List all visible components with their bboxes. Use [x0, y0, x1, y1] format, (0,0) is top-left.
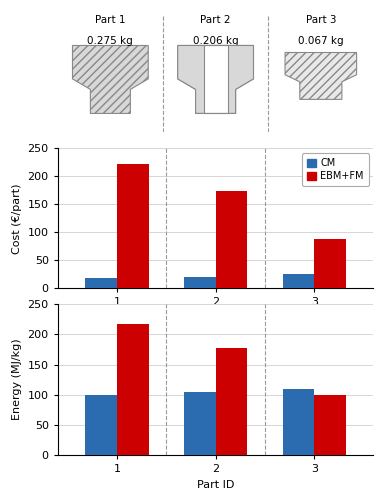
Bar: [314, 239, 346, 288]
Bar: [314, 394, 346, 455]
Bar: [216, 348, 247, 455]
Polygon shape: [72, 46, 148, 114]
Bar: [85, 278, 117, 288]
Text: 0.067 kg: 0.067 kg: [298, 36, 344, 46]
Bar: [184, 277, 216, 288]
Polygon shape: [220, 46, 253, 114]
Text: Part 2: Part 2: [200, 15, 231, 25]
X-axis label: Part ID: Part ID: [197, 480, 234, 490]
Bar: [283, 388, 314, 455]
Bar: [85, 394, 117, 455]
Polygon shape: [204, 46, 228, 114]
Bar: [283, 274, 314, 288]
Text: Part 1: Part 1: [95, 15, 126, 25]
Polygon shape: [178, 46, 253, 114]
Bar: [117, 164, 149, 288]
Polygon shape: [285, 52, 357, 100]
Y-axis label: Energy (MJ/kg): Energy (MJ/kg): [12, 339, 22, 420]
Bar: [216, 192, 247, 288]
Legend: CM, EBM+FM: CM, EBM+FM: [302, 154, 368, 186]
Bar: [184, 392, 216, 455]
Y-axis label: Cost (€/part): Cost (€/part): [12, 183, 22, 254]
Polygon shape: [178, 46, 211, 114]
Text: 0.206 kg: 0.206 kg: [193, 36, 238, 46]
Text: 0.275 kg: 0.275 kg: [87, 36, 133, 46]
Text: Part 3: Part 3: [306, 15, 336, 25]
Bar: [117, 324, 149, 455]
